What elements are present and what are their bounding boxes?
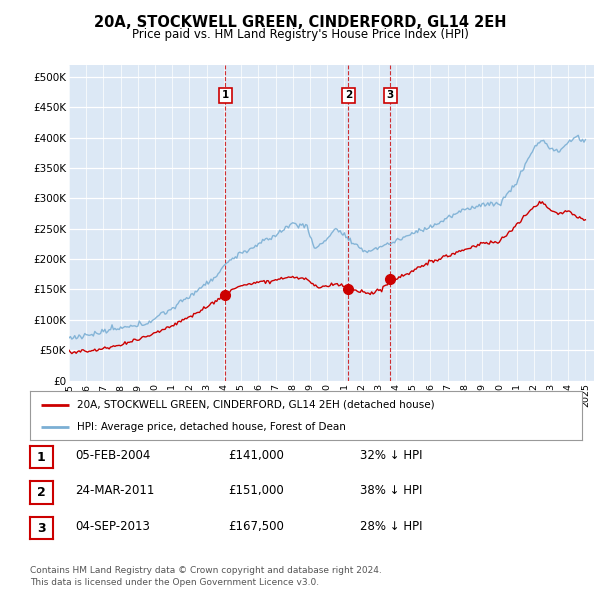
Text: 28% ↓ HPI: 28% ↓ HPI xyxy=(360,520,422,533)
Text: 3: 3 xyxy=(37,522,46,535)
Text: 3: 3 xyxy=(387,90,394,100)
Text: 1: 1 xyxy=(37,451,46,464)
Text: £151,000: £151,000 xyxy=(228,484,284,497)
Text: 04-SEP-2013: 04-SEP-2013 xyxy=(75,520,150,533)
Text: 1: 1 xyxy=(222,90,229,100)
Text: 05-FEB-2004: 05-FEB-2004 xyxy=(75,449,151,462)
Text: 20A, STOCKWELL GREEN, CINDERFORD, GL14 2EH: 20A, STOCKWELL GREEN, CINDERFORD, GL14 2… xyxy=(94,15,506,30)
Text: HPI: Average price, detached house, Forest of Dean: HPI: Average price, detached house, Fore… xyxy=(77,422,346,432)
Text: 32% ↓ HPI: 32% ↓ HPI xyxy=(360,449,422,462)
Text: 38% ↓ HPI: 38% ↓ HPI xyxy=(360,484,422,497)
Text: 20A, STOCKWELL GREEN, CINDERFORD, GL14 2EH (detached house): 20A, STOCKWELL GREEN, CINDERFORD, GL14 2… xyxy=(77,399,434,409)
Text: 2: 2 xyxy=(37,486,46,499)
Text: 2: 2 xyxy=(345,90,352,100)
Text: Contains HM Land Registry data © Crown copyright and database right 2024.
This d: Contains HM Land Registry data © Crown c… xyxy=(30,566,382,587)
Text: £141,000: £141,000 xyxy=(228,449,284,462)
Text: Price paid vs. HM Land Registry's House Price Index (HPI): Price paid vs. HM Land Registry's House … xyxy=(131,28,469,41)
Text: £167,500: £167,500 xyxy=(228,520,284,533)
Text: 24-MAR-2011: 24-MAR-2011 xyxy=(75,484,154,497)
